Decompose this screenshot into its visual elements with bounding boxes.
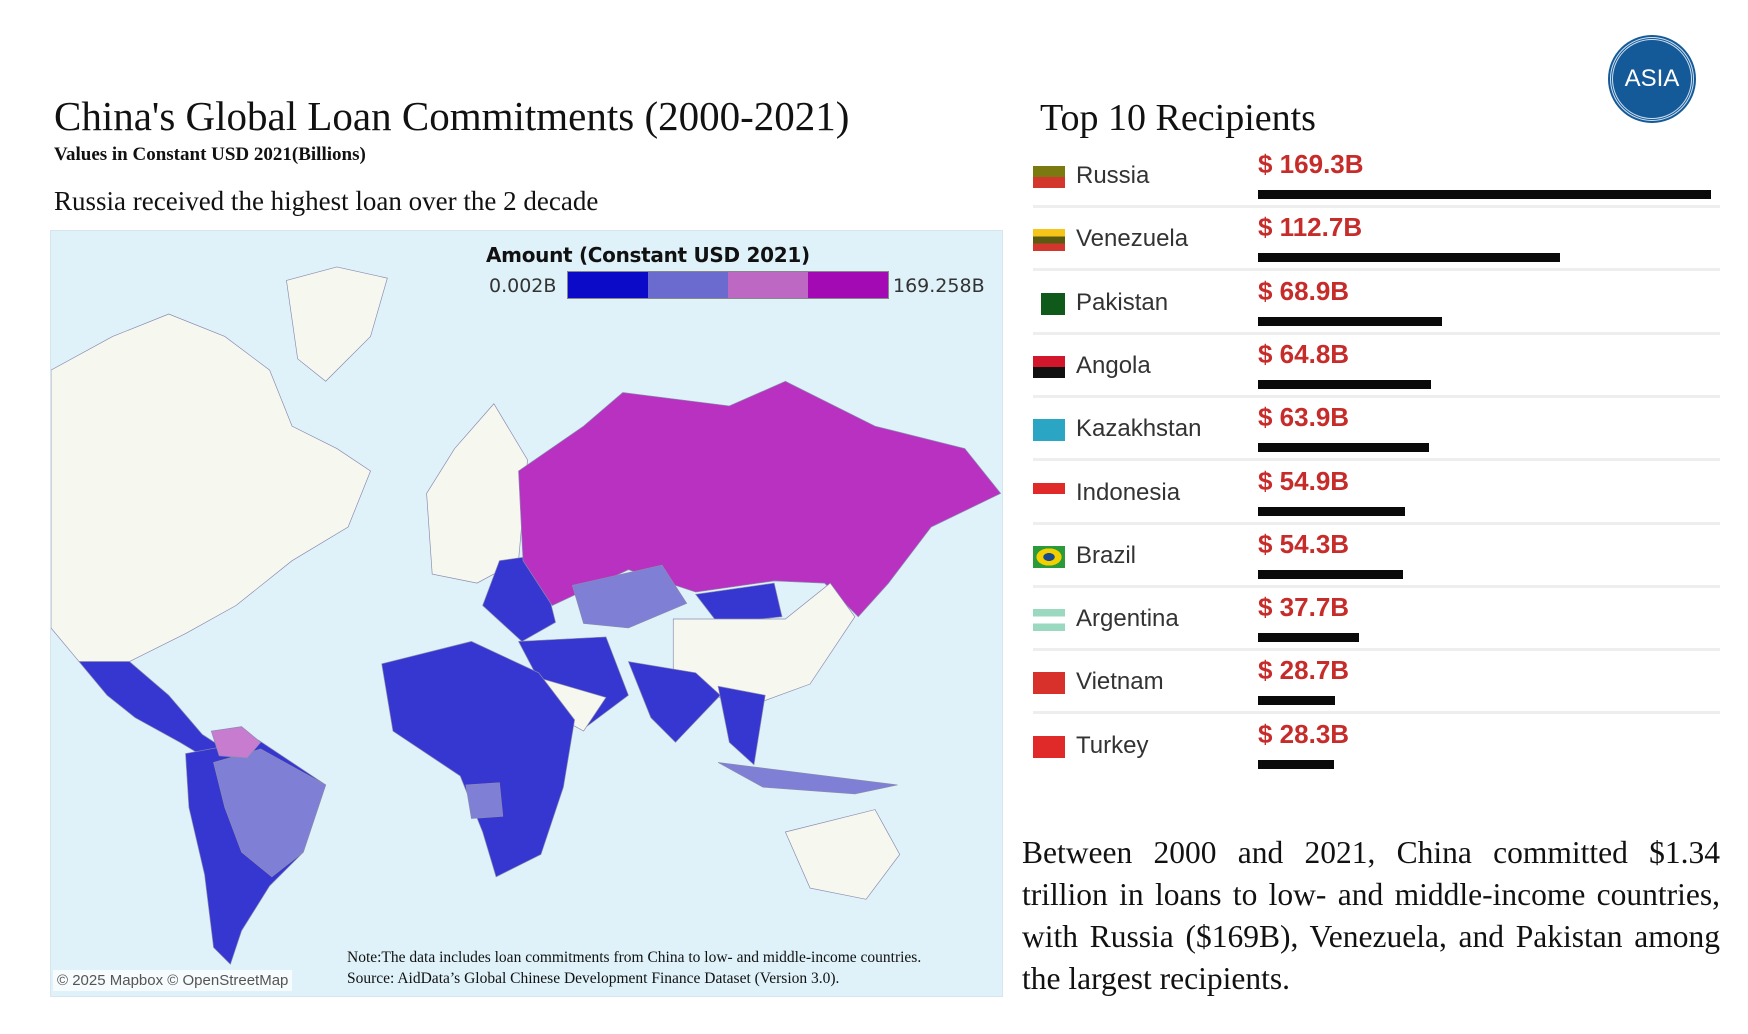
- map-attribution[interactable]: © 2025 Mapbox © OpenStreetMap: [53, 970, 293, 991]
- bar-angola: [1258, 379, 1432, 389]
- kazakhstan: [571, 564, 688, 629]
- value-label: $ 63.9B: [1258, 402, 1350, 433]
- value-label: $ 68.9B: [1258, 275, 1350, 306]
- country-name: Pakistan: [1076, 288, 1169, 316]
- value-label: $ 28.7B: [1258, 655, 1350, 686]
- bar-pakistan: [1258, 316, 1443, 326]
- recipient-row-venezuela: Venezuela $ 112.7B: [1033, 208, 1720, 272]
- legend-color-scale: [567, 271, 889, 299]
- value-label: $ 37.7B: [1258, 592, 1350, 623]
- map-note: Note:The data includes loan commitments …: [347, 947, 921, 989]
- greenland: [286, 266, 388, 382]
- flag-icon-vietnam: [1033, 672, 1065, 695]
- legend-swatch-3: [728, 272, 808, 298]
- value-label: $ 28.3B: [1258, 718, 1350, 749]
- flag-icon-russia: [1033, 166, 1065, 188]
- note-text: Note:The data includes loan commitments …: [347, 949, 922, 966]
- value-label: $ 54.3B: [1258, 528, 1350, 559]
- legend-swatch-1: [568, 272, 648, 298]
- australia: [784, 809, 901, 900]
- insight-text: Russia received the highest loan over th…: [54, 186, 599, 216]
- legend-swatch-4: [808, 272, 888, 298]
- recipient-row-angola: Angola $ 64.8B: [1033, 335, 1720, 398]
- value-label: $ 54.9B: [1258, 465, 1350, 496]
- page-title: China's Global Loan Commitments (2000-20…: [54, 93, 850, 139]
- country-name: Angola: [1076, 351, 1151, 379]
- choropleth-map[interactable]: Amount (Constant USD 2021) 0.002B 169.25…: [50, 230, 1003, 997]
- india: [627, 661, 721, 743]
- legend-swatch-2: [648, 272, 728, 298]
- bar-brazil: [1258, 569, 1404, 579]
- bar-vietnam: [1258, 696, 1335, 706]
- recipient-row-brazil: Brazil $ 54.3B: [1033, 525, 1720, 588]
- angola: [465, 782, 504, 819]
- recipient-row-kazakhstan: Kazakhstan $ 63.9B: [1033, 398, 1720, 462]
- page-subtitle: Values in Constant USD 2021(Billions): [54, 144, 366, 165]
- brazil: [213, 748, 327, 878]
- bar-turkey: [1258, 759, 1334, 769]
- value-label: $ 169.3B: [1258, 149, 1364, 179]
- country-name: Brazil: [1076, 541, 1137, 569]
- value-label: $ 112.7B: [1258, 212, 1363, 243]
- country-name: Venezuela: [1076, 225, 1189, 253]
- africa: [381, 641, 575, 878]
- recipient-row-indonesia: Indonesia $ 54.9B: [1033, 462, 1720, 525]
- country-name: Indonesia: [1076, 478, 1181, 506]
- legend-max: 169.258B: [893, 275, 985, 297]
- recipient-row-argentina: Argentina $ 37.7B: [1033, 588, 1720, 652]
- value-label: $ 64.8B: [1258, 338, 1350, 369]
- country-name: Argentina: [1076, 605, 1179, 633]
- bar-indonesia: [1258, 506, 1405, 516]
- legend-min: 0.002B: [489, 275, 557, 297]
- venezuela: [210, 726, 262, 759]
- flag-icon-pakistan: [1033, 292, 1065, 315]
- recipient-row-russia: Russia $ 169.3B: [1033, 145, 1720, 208]
- world-map-shapes: [51, 266, 1002, 965]
- flag-icon-angola: [1033, 355, 1065, 378]
- recipient-row-pakistan: Pakistan $ 68.9B: [1033, 272, 1720, 335]
- flag-icon-venezuela: [1033, 229, 1065, 252]
- recipient-row-vietnam: Vietnam $ 28.7B: [1033, 651, 1720, 715]
- flag-icon-kazakhstan: [1033, 419, 1065, 442]
- bar-argentina: [1258, 633, 1359, 643]
- flag-icon-brazil: [1033, 545, 1065, 568]
- indonesia: [717, 762, 898, 795]
- country-name: Vietnam: [1076, 668, 1164, 696]
- flag-icon-indonesia: [1033, 482, 1065, 505]
- country-name: Russia: [1076, 162, 1150, 189]
- asia-logo: ASIA: [1610, 37, 1694, 121]
- mexico-central-america: [78, 661, 226, 763]
- recipient-row-turkey: Turkey $ 28.3B: [1033, 715, 1720, 778]
- country-name: Turkey: [1076, 731, 1149, 759]
- flag-icon-argentina: [1033, 609, 1065, 632]
- mongolia: [695, 582, 783, 624]
- bar-venezuela: [1258, 253, 1560, 263]
- country-name: Kazakhstan: [1076, 415, 1202, 443]
- flag-icon-turkey: [1033, 735, 1065, 758]
- southeast-asia: [717, 685, 766, 766]
- bar-kazakhstan: [1258, 443, 1429, 453]
- logo-text: ASIA: [1624, 65, 1680, 92]
- source-text: Source: AidData’s Global Chinese Develop…: [347, 970, 840, 987]
- legend-title: Amount (Constant USD 2021): [486, 243, 810, 267]
- top-recipients-title: Top 10 Recipients: [1040, 97, 1316, 139]
- summary-paragraph: Between 2000 and 2021, China committed $…: [1022, 835, 1720, 996]
- bar-russia: [1258, 190, 1711, 199]
- europe: [426, 403, 528, 584]
